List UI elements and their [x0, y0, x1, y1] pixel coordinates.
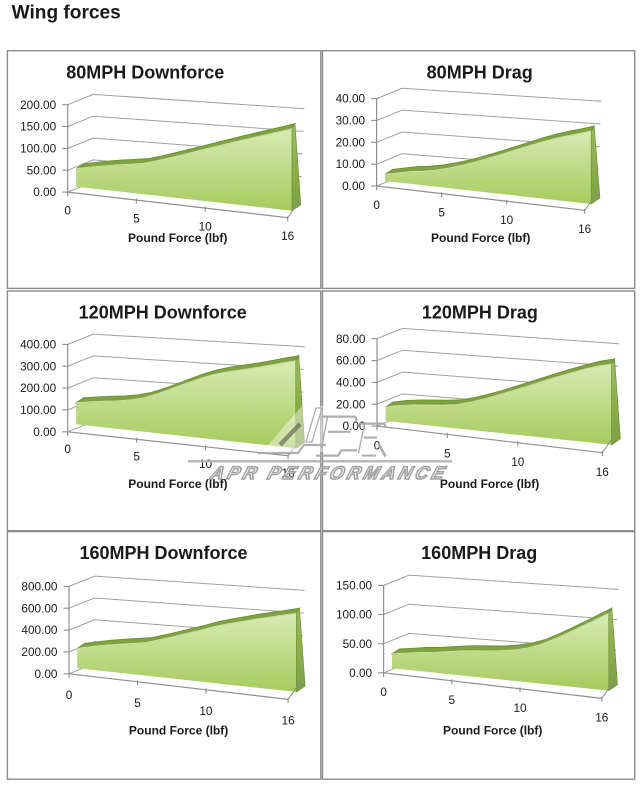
svg-text:80.00: 80.00: [336, 332, 366, 346]
svg-text:0.00: 0.00: [33, 425, 56, 439]
svg-text:100.00: 100.00: [336, 608, 373, 622]
svg-text:16: 16: [578, 222, 592, 236]
svg-text:16: 16: [282, 466, 296, 480]
svg-text:800.00: 800.00: [21, 580, 58, 594]
svg-text:5: 5: [134, 696, 141, 710]
svg-text:Wing forces: Wing forces: [12, 2, 121, 23]
svg-text:16: 16: [282, 713, 296, 727]
svg-text:80MPH Drag: 80MPH Drag: [427, 62, 533, 82]
svg-text:10: 10: [513, 701, 527, 715]
svg-text:Pound Force (lbf): Pound Force (lbf): [129, 724, 228, 738]
svg-text:Pound Force (lbf): Pound Force (lbf): [440, 477, 539, 491]
svg-text:16: 16: [596, 465, 610, 479]
svg-text:APR PERFORMANCE: APR PERFORMANCE: [207, 462, 451, 482]
svg-text:0: 0: [64, 442, 71, 456]
svg-text:100.00: 100.00: [20, 142, 57, 156]
svg-text:Pound Force (lbf): Pound Force (lbf): [431, 231, 530, 245]
svg-text:150.00: 150.00: [336, 579, 373, 593]
svg-text:10: 10: [199, 704, 213, 718]
svg-text:150.00: 150.00: [20, 120, 57, 134]
svg-text:Pound Force (lbf): Pound Force (lbf): [128, 231, 227, 245]
svg-text:10.00: 10.00: [336, 157, 366, 171]
svg-text:16: 16: [281, 229, 295, 243]
svg-text:5: 5: [133, 450, 140, 464]
svg-text:Pound Force (lbf): Pound Force (lbf): [128, 477, 227, 491]
svg-text:0: 0: [374, 438, 381, 452]
svg-text:200.00: 200.00: [20, 381, 57, 395]
svg-text:20.00: 20.00: [336, 397, 366, 411]
svg-text:120MPH Drag: 120MPH Drag: [422, 302, 538, 322]
svg-text:200.00: 200.00: [21, 645, 58, 659]
svg-text:40.00: 40.00: [336, 92, 366, 106]
svg-text:Pound Force (lbf): Pound Force (lbf): [443, 724, 542, 738]
svg-text:300.00: 300.00: [20, 359, 57, 373]
svg-text:0: 0: [373, 198, 380, 212]
svg-text:20.00: 20.00: [336, 135, 366, 149]
svg-text:0.00: 0.00: [349, 666, 372, 680]
svg-text:160MPH Drag: 160MPH Drag: [421, 543, 537, 563]
svg-text:10: 10: [511, 455, 525, 469]
svg-text:5: 5: [438, 205, 445, 219]
svg-text:400.00: 400.00: [20, 338, 57, 352]
svg-text:0: 0: [66, 688, 73, 702]
svg-text:60.00: 60.00: [336, 354, 366, 368]
svg-text:0: 0: [64, 204, 71, 218]
svg-text:30.00: 30.00: [336, 114, 366, 128]
svg-text:80MPH Downforce: 80MPH Downforce: [66, 62, 224, 82]
svg-text:400.00: 400.00: [21, 623, 58, 637]
svg-text:0.00: 0.00: [35, 667, 58, 681]
svg-text:5: 5: [449, 693, 456, 707]
svg-text:5: 5: [444, 447, 451, 461]
svg-text:10: 10: [199, 220, 213, 234]
svg-text:200.00: 200.00: [20, 98, 57, 112]
svg-text:10: 10: [500, 213, 514, 227]
svg-text:160MPH Downforce: 160MPH Downforce: [79, 543, 247, 563]
svg-text:16: 16: [595, 711, 609, 725]
svg-text:5: 5: [133, 212, 140, 226]
svg-text:10: 10: [199, 457, 213, 471]
svg-text:0.00: 0.00: [33, 185, 56, 199]
svg-text:0: 0: [380, 685, 387, 699]
svg-text:50.00: 50.00: [343, 637, 373, 651]
svg-text:600.00: 600.00: [21, 601, 58, 615]
svg-text:40.00: 40.00: [336, 376, 366, 390]
svg-text:100.00: 100.00: [20, 403, 57, 417]
svg-text:120MPH Downforce: 120MPH Downforce: [79, 302, 247, 322]
svg-text:50.00: 50.00: [27, 163, 57, 177]
svg-text:0.00: 0.00: [342, 179, 365, 193]
